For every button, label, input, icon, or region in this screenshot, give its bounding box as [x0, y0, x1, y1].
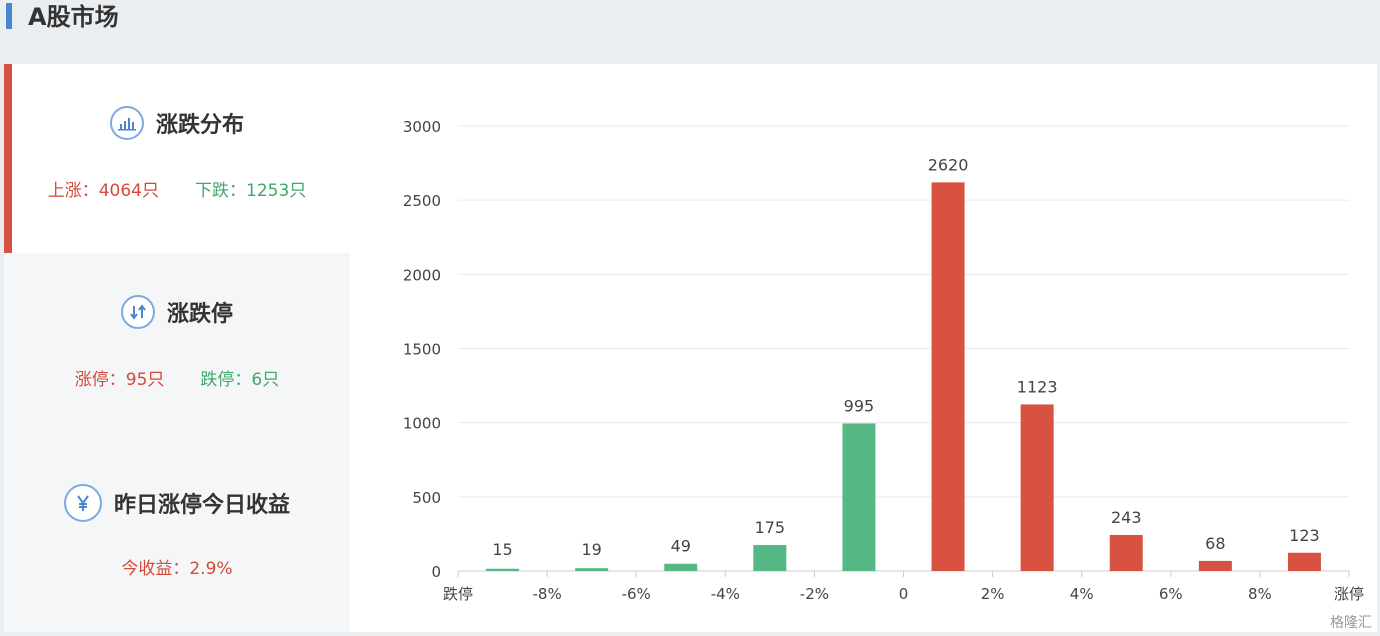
x-tick-label: -2%	[800, 585, 829, 603]
sidebar-item-title: 昨日涨停今日收益	[113, 493, 290, 518]
x-tick-label: -6%	[622, 585, 651, 603]
y-tick-label: 3000	[403, 118, 441, 136]
bar-value-label: 49	[671, 537, 691, 556]
bar-value-label: 2620	[928, 155, 969, 174]
x-tick-label: 跌停	[443, 585, 473, 603]
up-down-arrows-icon	[120, 295, 155, 329]
sidebar-item-yesterday-limit[interactable]: 昨日涨停今日收益 今收益：2.9%	[4, 442, 350, 631]
sidebar: 涨跌分布 上涨：4064只 下跌：1253只 涨跌停 涨停：95只 跌停：6只	[4, 64, 350, 632]
bar	[753, 545, 787, 571]
y-tick-label: 2500	[403, 192, 441, 210]
bar	[1287, 552, 1321, 571]
page-title: A股市场	[28, 3, 119, 31]
distribution-bar-chart: 0 500 1000 1500 2000 2500 3000 跌停 -8% -6% -4% -2% 0 2…	[403, 118, 1364, 603]
bar-value-label: 1123	[1017, 377, 1058, 396]
y-tick-label: 0	[431, 563, 441, 581]
bar-value-label: 19	[581, 540, 601, 559]
x-tick-label: 6%	[1159, 585, 1183, 603]
y-tick-label: 1500	[403, 341, 441, 359]
bar-value-label: 175	[755, 518, 786, 537]
x-tick-label: 2%	[981, 585, 1005, 603]
sidebar-item-title: 涨跌停	[166, 302, 233, 327]
header-accent-bar	[6, 3, 12, 29]
yen-icon	[63, 484, 102, 522]
sidebar-item-limit[interactable]: 涨跌停 涨停：95只 跌停：6只	[4, 253, 350, 442]
bar	[575, 568, 609, 571]
bar-value-label: 243	[1111, 508, 1142, 527]
limit-up-count: 涨停：95只	[74, 370, 165, 390]
bar-value-label: 68	[1205, 534, 1225, 553]
watermark: 格隆汇	[1330, 615, 1372, 631]
bar-chart-icon	[109, 106, 144, 140]
y-tick-label: 1000	[403, 415, 441, 433]
sidebar-item-title: 涨跌分布	[155, 113, 244, 138]
bar-value-label: 15	[492, 540, 512, 559]
bar	[486, 568, 520, 571]
limit-down-count: 跌停：6只	[200, 370, 280, 390]
sidebar-item-distribution[interactable]: 涨跌分布 上涨：4064只 下跌：1253只	[4, 64, 350, 253]
bar-value-label: 123	[1289, 526, 1320, 545]
bar	[1109, 534, 1143, 571]
fall-count: 下跌：1253只	[195, 181, 307, 201]
x-tick-label: 涨停	[1334, 585, 1364, 603]
bar	[931, 182, 965, 571]
x-tick-label: 8%	[1248, 585, 1272, 603]
bar	[1020, 404, 1054, 571]
y-tick-label: 500	[412, 489, 441, 507]
x-tick-label: 4%	[1070, 585, 1094, 603]
bar	[842, 423, 876, 571]
bar-value-label: 995	[844, 396, 875, 415]
bar	[664, 563, 698, 571]
page-header: A股市场	[0, 0, 1380, 40]
x-tick-label: 0	[899, 585, 909, 603]
x-tick-label: -8%	[532, 585, 561, 603]
rise-count: 上涨：4064只	[47, 181, 159, 201]
market-panel: 涨跌分布 上涨：4064只 下跌：1253只 涨跌停 涨停：95只 跌停：6只	[4, 64, 1377, 632]
bar	[1198, 560, 1232, 571]
y-tick-label: 2000	[403, 266, 441, 284]
x-tick-label: -4%	[711, 585, 740, 603]
today-return: 今收益：2.9%	[121, 559, 233, 579]
